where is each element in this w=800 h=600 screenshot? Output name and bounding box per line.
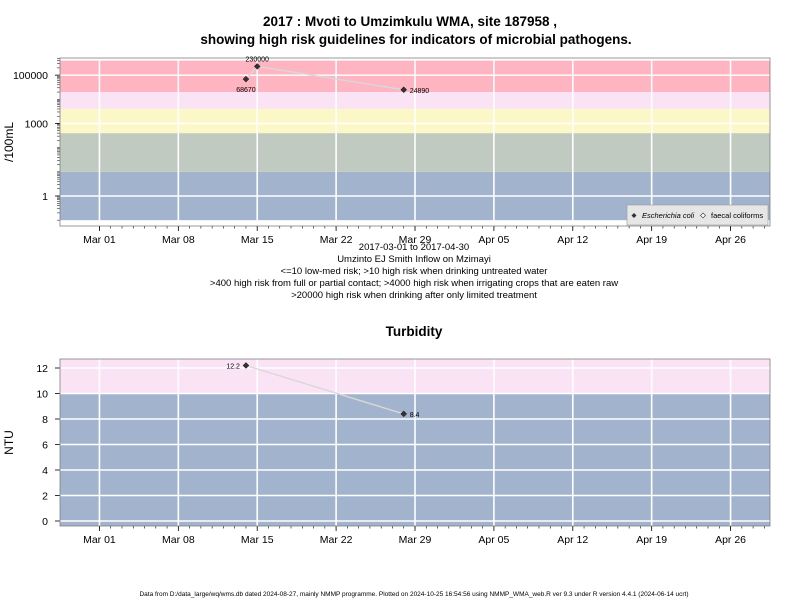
- caption-line-3: <=10 low-med risk; >10 high risk when dr…: [281, 266, 548, 277]
- y-tick-label: 1: [42, 191, 48, 203]
- turbidity-label: 12.2: [226, 363, 240, 370]
- caption-line-1: 2017-03-01 to 2017-04-30: [359, 242, 469, 253]
- y-tick-label: 1000: [25, 119, 49, 131]
- y-tick-label: 8: [42, 414, 48, 426]
- turbidity-plot: Mar 01 Mar 08 Mar 15 Mar 22 Mar 29 Apr 05 Apr …: [2, 358, 771, 546]
- caption-line-2: Umzinto EJ Smith Inflow on Mzimayi: [337, 254, 491, 265]
- y-axis-label: NTU: [2, 430, 16, 455]
- turbidity-connector-line: [245, 364, 404, 415]
- x-tick-label: Mar 15: [241, 534, 274, 546]
- microbial-plot: Mar 01 Mar 08 Mar 15 Mar 22 Mar 29 Apr 05 Apr …: [2, 56, 771, 246]
- y-tick-label: 4: [42, 465, 48, 477]
- data-point: [253, 63, 261, 70]
- y-tick-label: 2: [42, 491, 48, 503]
- y-axis-label: /100mL: [2, 122, 16, 162]
- x-tick-label: Mar 22: [320, 534, 353, 546]
- x-tick-label: Apr 26: [715, 534, 746, 546]
- chart-title: 2017 : Mvoti to Umzimkulu WMA, site 1879…: [263, 14, 557, 29]
- footer-note: Data from D:/data_large/wq/wms.db dated …: [139, 591, 688, 598]
- y-tick-label: 12: [36, 363, 48, 375]
- x-tick-label: Apr 19: [636, 534, 667, 546]
- x-tick-label: Apr 05: [478, 534, 509, 546]
- y-tick-label: 0: [42, 516, 48, 528]
- x-tick-label: Apr 19: [636, 234, 667, 246]
- data-label: 230000: [246, 56, 269, 63]
- x-tick-label: Mar 01: [83, 534, 116, 546]
- x-tick-label: Mar 08: [162, 234, 195, 246]
- x-tick-label: Apr 26: [715, 234, 746, 246]
- y-tick-label: 100000: [13, 70, 48, 82]
- data-label: 68670: [236, 87, 256, 94]
- legend-box: [626, 204, 769, 226]
- x-tick-label: Mar 15: [241, 234, 274, 246]
- x-tick-label: Apr 05: [478, 234, 509, 246]
- caption-line-4: >400 high risk from full or partial cont…: [210, 278, 618, 289]
- turbidity-point: [400, 410, 408, 418]
- x-tick-label: Mar 08: [162, 534, 195, 546]
- legend: Escherichia coli faecal coliforms: [626, 204, 769, 226]
- turbidity-title: Turbidity: [386, 324, 443, 339]
- plot-frame: [59, 358, 771, 527]
- legend-marker-faecal: [700, 212, 706, 219]
- x-tick-label: Mar 22: [320, 234, 353, 246]
- data-point: [400, 86, 408, 94]
- x-tick-label: Mar 29: [399, 234, 432, 246]
- data-point: [242, 75, 250, 83]
- plot-frame: [59, 57, 771, 227]
- turbidity-point: [242, 362, 250, 369]
- legend-marker-ecoli: [631, 213, 637, 218]
- y-tick-label: 6: [42, 440, 48, 452]
- data-label: 24890: [410, 88, 430, 95]
- x-tick-label: Apr 12: [557, 234, 588, 246]
- turbidity-label: 8.4: [410, 412, 420, 419]
- caption-line-5: >20000 high risk when drinking after onl…: [291, 290, 537, 301]
- legend-label-faecal: faecal coliforms: [711, 211, 763, 220]
- x-tick-label: Mar 29: [399, 534, 432, 546]
- y-tick-label: 10: [36, 389, 48, 401]
- legend-label-ecoli: Escherichia coli: [642, 211, 694, 220]
- chart-subtitle: showing high risk guidelines for indicat…: [200, 32, 631, 47]
- x-tick-label: Mar 01: [83, 234, 116, 246]
- x-tick-label: Apr 12: [557, 534, 588, 546]
